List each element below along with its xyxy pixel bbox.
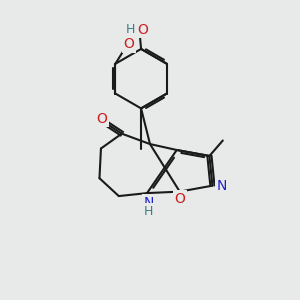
Text: O: O [174, 192, 185, 206]
Text: H: H [125, 23, 135, 36]
Text: N: N [217, 179, 227, 193]
Text: H: H [144, 205, 153, 218]
Text: N: N [143, 196, 154, 210]
Text: O: O [123, 38, 134, 52]
Text: O: O [137, 22, 148, 37]
Text: O: O [96, 112, 107, 126]
